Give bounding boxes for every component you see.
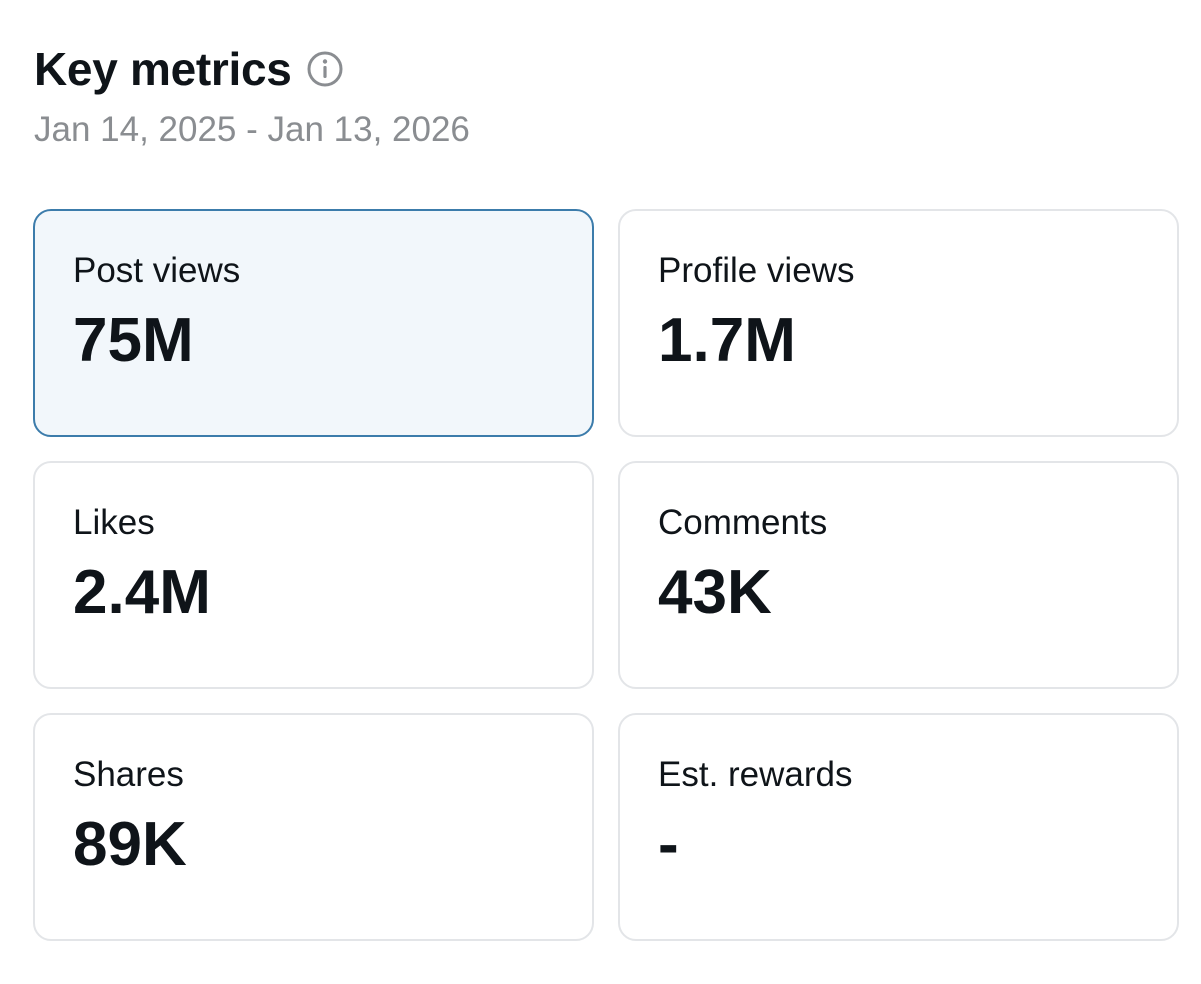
metric-value: 89K	[73, 810, 187, 879]
date-range: Jan 14, 2025 - Jan 13, 2026	[34, 110, 470, 149]
metric-label: Likes	[73, 503, 155, 542]
metric-label: Profile views	[658, 251, 855, 290]
metric-card-post-views[interactable]: Post views 75M	[33, 209, 594, 437]
metric-card-comments[interactable]: Comments 43K	[618, 461, 1179, 689]
metric-label: Shares	[73, 755, 184, 794]
metric-label: Comments	[658, 503, 828, 542]
metric-card-likes[interactable]: Likes 2.4M	[33, 461, 594, 689]
metric-value: 75M	[73, 306, 194, 375]
page-title: Key metrics	[34, 43, 292, 95]
key-metrics-header: Key metrics Jan 14, 2025 - Jan 13, 2026	[34, 40, 1174, 158]
metric-value: 2.4M	[73, 558, 211, 627]
metric-value: 43K	[658, 558, 772, 627]
info-icon[interactable]	[306, 50, 344, 88]
metric-value: 1.7M	[658, 306, 796, 375]
title-row: Key metrics	[34, 40, 1174, 98]
metric-value: -	[658, 810, 679, 879]
metric-label: Post views	[73, 251, 241, 290]
metric-card-shares[interactable]: Shares 89K	[33, 713, 594, 941]
metric-card-est-rewards[interactable]: Est. rewards -	[618, 713, 1179, 941]
metric-label: Est. rewards	[658, 755, 853, 794]
metrics-grid: Post views 75M Profile views 1.7M Likes …	[33, 209, 1179, 941]
metric-card-profile-views[interactable]: Profile views 1.7M	[618, 209, 1179, 437]
